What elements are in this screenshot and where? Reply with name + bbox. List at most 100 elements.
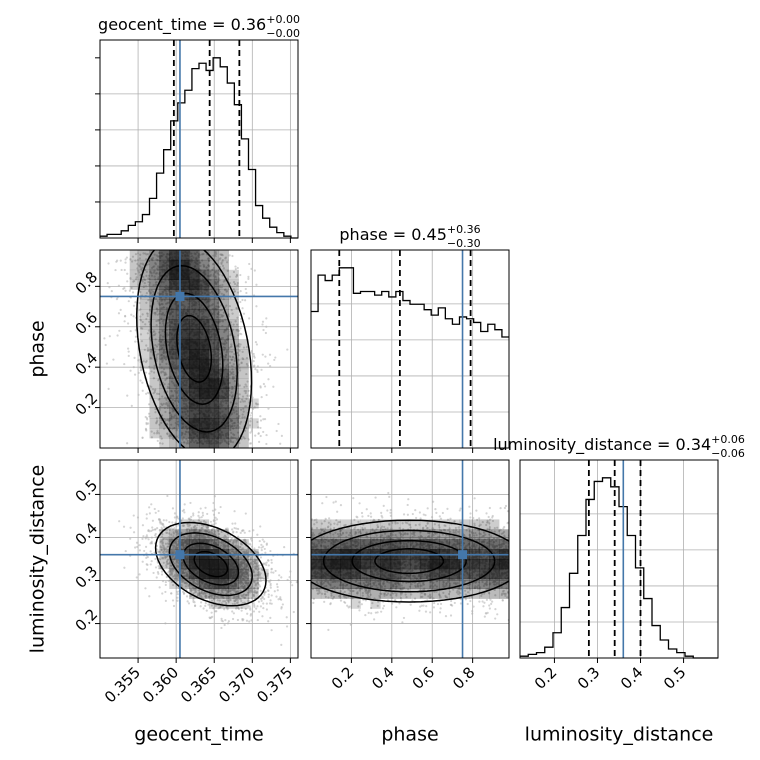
scatter-point	[175, 404, 178, 407]
scatter-point	[127, 354, 130, 357]
scatter-point	[227, 313, 230, 316]
density-cell	[149, 299, 160, 310]
scatter-point	[261, 353, 264, 356]
density-cell	[218, 339, 229, 350]
scatter-point	[265, 317, 268, 320]
scatter-point	[228, 275, 232, 278]
density-cell	[228, 418, 239, 429]
scatter-point	[246, 364, 249, 367]
scatter-point	[256, 370, 259, 374]
density-cell	[218, 289, 229, 300]
scatter-point	[147, 403, 151, 406]
density-cell	[169, 428, 180, 439]
scatter-point	[158, 442, 162, 445]
scatter-point	[253, 356, 256, 359]
scatter-point	[134, 278, 138, 281]
scatter-point	[261, 323, 264, 326]
scatter-point	[129, 277, 132, 280]
scatter-point	[225, 289, 229, 293]
scatter-point	[164, 418, 168, 422]
scatter-point	[160, 535, 164, 538]
scatter-point	[245, 397, 248, 400]
scatter-point	[275, 595, 278, 598]
scatter-point	[254, 341, 258, 344]
scatter-point	[149, 292, 152, 295]
scatter-point	[219, 505, 222, 509]
scatter-point	[201, 511, 204, 514]
scatter-point	[176, 592, 179, 596]
scatter-point	[127, 350, 130, 353]
scatter-point	[268, 602, 272, 605]
scatter-point	[137, 358, 140, 362]
scatter-point	[262, 602, 265, 605]
scatter-point	[251, 563, 255, 566]
density-cell	[199, 428, 210, 439]
density-cell	[189, 418, 200, 429]
scatter-point	[229, 373, 232, 376]
density-cell	[159, 289, 170, 300]
density-cell	[199, 259, 210, 271]
scatter-point	[152, 290, 155, 293]
density-cell	[179, 269, 190, 280]
scatter-point	[170, 423, 173, 426]
scatter-point	[205, 609, 208, 612]
scatter-point	[147, 274, 151, 277]
contour-line	[176, 314, 213, 383]
scatter-point	[247, 275, 250, 278]
scatter-point	[140, 267, 143, 271]
density-cell	[189, 428, 200, 439]
scatter-point	[200, 601, 203, 604]
scatter-point	[265, 325, 268, 328]
scatter-point	[235, 275, 238, 278]
scatter-point	[152, 284, 155, 287]
density-cell	[149, 428, 160, 439]
scatter-point	[145, 568, 149, 571]
scatter-point	[134, 272, 137, 276]
scatter-point	[232, 373, 235, 376]
density-cell	[139, 309, 150, 320]
scatter-point	[279, 596, 282, 599]
scatter-point	[156, 570, 160, 574]
density-cell	[149, 378, 160, 389]
scatter-point	[192, 512, 195, 515]
scatter-point	[173, 414, 177, 417]
scatter-point	[212, 607, 215, 610]
title-prefix: phase =	[339, 225, 411, 244]
scatter-point	[245, 291, 248, 295]
scatter-point	[157, 352, 160, 356]
density-cell	[169, 309, 180, 320]
scatter-point	[147, 329, 150, 332]
y-tick-label: 0.6	[72, 308, 102, 338]
scatter-point	[230, 437, 233, 440]
scatter-point	[131, 291, 135, 294]
scatter-point	[260, 368, 263, 371]
scatter-point	[170, 394, 173, 397]
density-cell	[208, 299, 220, 310]
scatter-point	[174, 391, 178, 394]
scatter-point	[238, 345, 241, 348]
density-cell	[189, 339, 200, 350]
scatter-point	[142, 275, 145, 279]
scatter-point	[181, 509, 184, 513]
scatter-point	[229, 355, 232, 359]
scatter-point	[142, 278, 146, 281]
scatter-point	[256, 403, 260, 406]
density-cell	[228, 279, 239, 290]
scatter-point	[156, 268, 160, 271]
density-cell	[179, 349, 190, 360]
title-minus: −0.30	[447, 237, 481, 250]
scatter-point	[163, 324, 166, 327]
density-cell	[179, 408, 190, 419]
scatter-point	[239, 273, 242, 277]
scatter-point	[286, 348, 289, 351]
scatter-point	[245, 356, 249, 360]
scatter-point	[166, 432, 169, 435]
scatter-point	[164, 396, 167, 399]
scatter-point	[153, 330, 156, 333]
histogram-step-luminosity_distance	[520, 477, 718, 659]
scatter-point	[220, 253, 223, 256]
scatter-point	[153, 432, 156, 435]
density-cell	[238, 378, 249, 389]
scatter-point	[238, 366, 241, 369]
scatter-point	[210, 599, 214, 602]
